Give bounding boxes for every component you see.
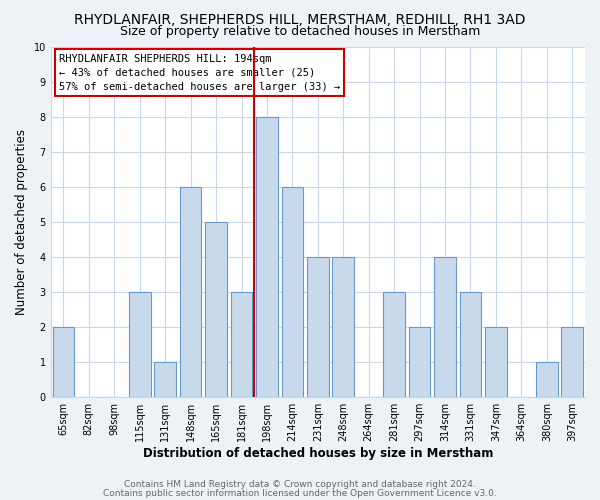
Text: RHYDLANFAIR, SHEPHERDS HILL, MERSTHAM, REDHILL, RH1 3AD: RHYDLANFAIR, SHEPHERDS HILL, MERSTHAM, R… [74, 12, 526, 26]
Text: RHYDLANFAIR SHEPHERDS HILL: 194sqm
← 43% of detached houses are smaller (25)
57%: RHYDLANFAIR SHEPHERDS HILL: 194sqm ← 43%… [59, 54, 340, 92]
Text: Size of property relative to detached houses in Merstham: Size of property relative to detached ho… [120, 25, 480, 38]
Bar [256, 116, 278, 397]
Text: Contains public sector information licensed under the Open Government Licence v3: Contains public sector information licen… [103, 488, 497, 498]
Bar [180, 187, 202, 397]
Bar [154, 362, 176, 397]
Bar [536, 362, 557, 397]
Bar [460, 292, 481, 397]
Bar [332, 257, 354, 397]
X-axis label: Distribution of detached houses by size in Merstham: Distribution of detached houses by size … [143, 447, 493, 460]
Bar [205, 222, 227, 397]
Bar [562, 327, 583, 397]
Bar [53, 327, 74, 397]
Bar [230, 292, 253, 397]
Bar [434, 257, 456, 397]
Bar [383, 292, 405, 397]
Text: Contains HM Land Registry data © Crown copyright and database right 2024.: Contains HM Land Registry data © Crown c… [124, 480, 476, 489]
Bar [409, 327, 430, 397]
Bar [485, 327, 507, 397]
Y-axis label: Number of detached properties: Number of detached properties [15, 129, 28, 315]
Bar [281, 187, 303, 397]
Bar [307, 257, 329, 397]
Bar [129, 292, 151, 397]
